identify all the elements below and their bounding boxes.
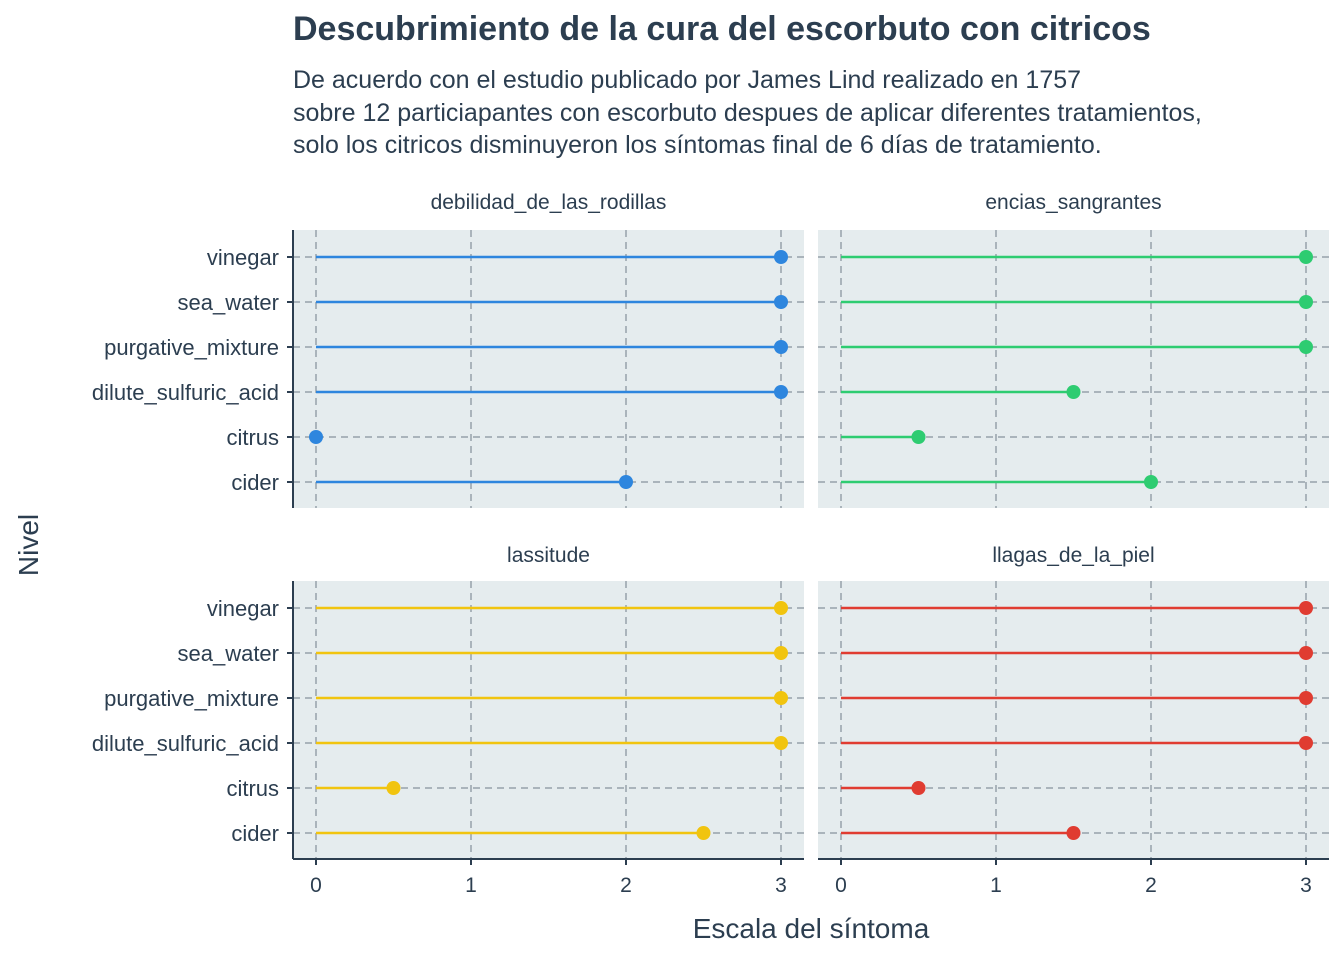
lollipop-point — [774, 646, 788, 660]
y-tick-label: purgative_mixture — [104, 686, 279, 711]
x-axis-title: Escala del síntoma — [693, 913, 930, 944]
lollipop-point — [774, 340, 788, 354]
y-tick-label: dilute_sulfuric_acid — [92, 380, 279, 405]
lollipop-point — [774, 385, 788, 399]
lollipop-point — [911, 781, 926, 795]
subtitle-line: solo los citricos disminuyeron los sínto… — [293, 131, 1102, 159]
x-tick-label: 3 — [775, 874, 787, 897]
chart-title: Descubrimiento de la cura del escorbuto … — [293, 10, 1151, 48]
lollipop-point — [1299, 646, 1313, 660]
lollipop-point — [1066, 385, 1081, 399]
y-tick-label: citrus — [226, 425, 279, 450]
facet-strip-label: debilidad_de_las_rodillas — [431, 191, 667, 214]
lollipop-point — [1299, 340, 1313, 354]
lollipop-point — [1066, 826, 1081, 840]
x-tick-label: 1 — [990, 874, 1002, 897]
y-tick-label: vinegar — [207, 245, 279, 270]
x-tick-label: 2 — [1145, 874, 1157, 897]
facet-strip-label: encias_sangrantes — [985, 191, 1161, 214]
lollipop-point — [774, 691, 788, 705]
y-tick-label: sea_water — [177, 290, 279, 315]
y-tick-label: citrus — [226, 776, 279, 801]
panel-background — [818, 230, 1329, 508]
y-tick-label: purgative_mixture — [104, 335, 279, 360]
lollipop-point — [1299, 250, 1313, 264]
lollipop-point — [774, 295, 788, 309]
subtitle-line: sobre 12 particiapantes con escorbuto de… — [293, 99, 1202, 127]
x-tick-label: 1 — [465, 874, 477, 897]
x-tick-label: 0 — [310, 874, 322, 897]
lollipop-point — [309, 430, 323, 444]
facet-strip-label: llagas_de_la_piel — [992, 544, 1154, 567]
x-tick-label: 3 — [1300, 874, 1312, 897]
lollipop-point — [696, 826, 711, 840]
lollipop-point — [774, 736, 788, 750]
x-tick-label: 0 — [835, 874, 847, 897]
facet-strip-label: lassitude — [507, 544, 590, 567]
lollipop-point — [1299, 691, 1313, 705]
y-tick-label: dilute_sulfuric_acid — [92, 731, 279, 756]
lollipop-point — [774, 601, 788, 615]
y-tick-label: cider — [231, 470, 279, 495]
lollipop-point — [619, 475, 633, 489]
lollipop-point — [1299, 295, 1313, 309]
lollipop-point — [911, 430, 926, 444]
lollipop-point — [774, 250, 788, 264]
panel-background — [818, 581, 1329, 859]
x-tick-label: 2 — [620, 874, 632, 897]
lollipop-point — [386, 781, 401, 795]
y-axis-title: Nivel — [13, 514, 44, 576]
lollipop-point — [1299, 601, 1313, 615]
y-tick-label: vinegar — [207, 596, 279, 621]
subtitle-line: De acuerdo con el estudio publicado por … — [293, 66, 1082, 94]
lollipop-point — [1299, 736, 1313, 750]
panel-background — [293, 581, 804, 859]
panel-background — [293, 230, 804, 508]
lollipop-point — [1144, 475, 1158, 489]
y-tick-label: sea_water — [177, 641, 279, 666]
y-tick-label: cider — [231, 821, 279, 846]
